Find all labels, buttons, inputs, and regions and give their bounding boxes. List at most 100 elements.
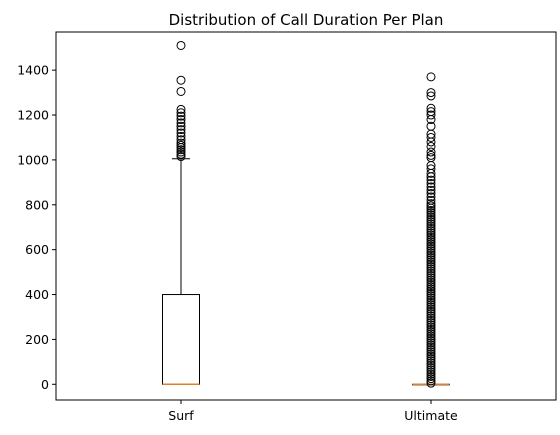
outlier-point (176, 152, 186, 162)
outlier-point (426, 284, 436, 294)
outlier-point (426, 164, 436, 174)
outlier-point (426, 340, 436, 350)
outlier-point (426, 349, 436, 359)
outlier-point (426, 259, 436, 269)
outlier-point (426, 153, 436, 163)
outlier-point (426, 212, 436, 222)
outlier-point (426, 367, 436, 377)
outlier-point (176, 108, 186, 118)
outlier-point (176, 140, 186, 150)
outlier-point (426, 266, 436, 276)
outlier-point (426, 132, 436, 142)
outlier-point (426, 286, 436, 296)
outlier-point (176, 138, 186, 148)
outlier-point (426, 210, 436, 220)
outlier-point (426, 273, 436, 283)
y-tick-label: 1200 (17, 108, 49, 123)
box-series (162, 40, 450, 388)
y-tick-label: 800 (25, 197, 49, 212)
outlier-point (426, 261, 436, 271)
outlier-point (426, 219, 436, 229)
outlier-point (426, 230, 436, 240)
outlier-point (426, 362, 436, 372)
plot-area-frame (55, 31, 557, 401)
outlier-point (426, 223, 436, 233)
outlier-point (426, 239, 436, 249)
outlier-point (426, 302, 436, 312)
outlier-point (176, 135, 186, 145)
outlier-point (426, 329, 436, 339)
outlier-point (426, 318, 436, 328)
outlier-point (426, 309, 436, 319)
outlier-point (426, 235, 436, 245)
box-group-surf (162, 40, 200, 386)
outlier-point (426, 178, 436, 188)
outlier-point (426, 295, 436, 305)
outlier-point (176, 40, 186, 50)
outlier-point (426, 360, 436, 370)
outlier-point (426, 147, 436, 157)
outlier-point (176, 145, 186, 155)
outlier-point (426, 358, 436, 368)
outlier-point (426, 338, 436, 348)
outlier-point (426, 288, 436, 298)
outlier-point (426, 297, 436, 307)
outlier-point (426, 121, 436, 131)
outlier-point (176, 118, 186, 128)
box-group-ultimate (412, 72, 450, 388)
y-tick-label: 1400 (17, 63, 49, 78)
outlier-point (426, 221, 436, 231)
outlier-point (426, 182, 436, 192)
outlier-point (426, 195, 436, 205)
y-tick-label: 200 (25, 332, 49, 347)
outlier-point (176, 121, 186, 131)
outlier-point (426, 371, 436, 381)
y-tick-label: 600 (25, 242, 49, 257)
outlier-point (426, 374, 436, 384)
outlier-point (426, 347, 436, 357)
outlier-point (426, 324, 436, 334)
outlier-point (426, 351, 436, 361)
outlier-point (426, 175, 436, 185)
chart-title: Distribution of Call Duration Per Plan (169, 11, 444, 29)
outlier-point (426, 378, 436, 388)
outlier-point (426, 246, 436, 256)
outlier-point (426, 214, 436, 224)
outlier-point (176, 147, 186, 157)
outlier-point (426, 217, 436, 227)
outlier-point (426, 208, 436, 218)
outlier-point (426, 365, 436, 375)
outlier-point (426, 369, 436, 379)
outlier-point (426, 306, 436, 316)
outlier-point (426, 241, 436, 251)
outlier-point (426, 322, 436, 332)
outlier-point (176, 75, 186, 85)
x-tick-label: Ultimate (404, 408, 458, 423)
outlier-point (176, 128, 186, 138)
outlier-point (426, 268, 436, 278)
outlier-point (426, 250, 436, 260)
outlier-point (426, 257, 436, 267)
outlier-point (426, 293, 436, 303)
outlier-point (426, 91, 436, 101)
y-tick-label: 0 (41, 377, 49, 392)
y-tick-label: 400 (25, 287, 49, 302)
outlier-point (426, 189, 436, 199)
outlier-point (176, 115, 186, 125)
outlier-point (426, 311, 436, 321)
outlier-point (426, 141, 436, 151)
outlier-point (426, 237, 436, 247)
outlier-point (426, 253, 436, 263)
outlier-point (426, 226, 436, 236)
outlier-point (426, 282, 436, 292)
outlier-point (426, 103, 436, 113)
outlier-point (176, 104, 186, 114)
outlier-point (426, 342, 436, 352)
outlier-point (426, 107, 436, 117)
outlier-point (426, 327, 436, 337)
outlier-point (426, 228, 436, 238)
outlier-point (426, 199, 436, 209)
x-axis: Surf Ultimate (168, 400, 458, 423)
outlier-point (176, 86, 186, 96)
